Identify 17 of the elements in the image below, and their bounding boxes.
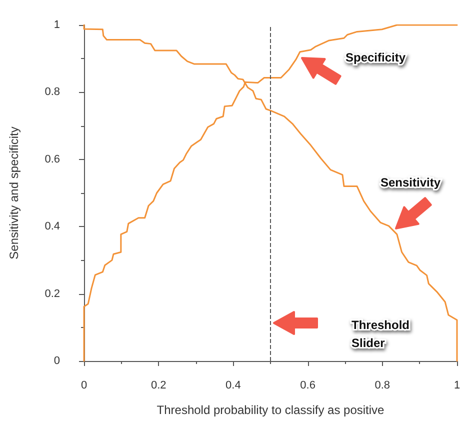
- y-tick-label: 1: [54, 19, 60, 31]
- y-tick-label: 0.6: [44, 153, 60, 166]
- annotation: Threshold Slider: [352, 318, 410, 350]
- x-tick-label: 0.8: [374, 380, 390, 392]
- y-tick-label: 0: [54, 355, 60, 367]
- x-axis-title: Threshold probability to classify as positive: [156, 403, 385, 417]
- x-tick-label: 1: [454, 380, 460, 392]
- x-tick-label: 0.6: [300, 380, 316, 392]
- y-tick-label: 0.8: [44, 86, 60, 98]
- y-axis-title: Sensitivity and specificity: [7, 126, 21, 260]
- series-label: Specificity: [346, 50, 406, 64]
- series-label: Sensitivity: [380, 176, 441, 190]
- y-tick-label: 0.2: [44, 288, 60, 300]
- x-tick-label: 0: [80, 380, 88, 392]
- x-tick-label: 0.4: [226, 380, 241, 392]
- y-tick-label: 0.4: [44, 220, 60, 233]
- x-tick-label: 0.2: [150, 380, 166, 392]
